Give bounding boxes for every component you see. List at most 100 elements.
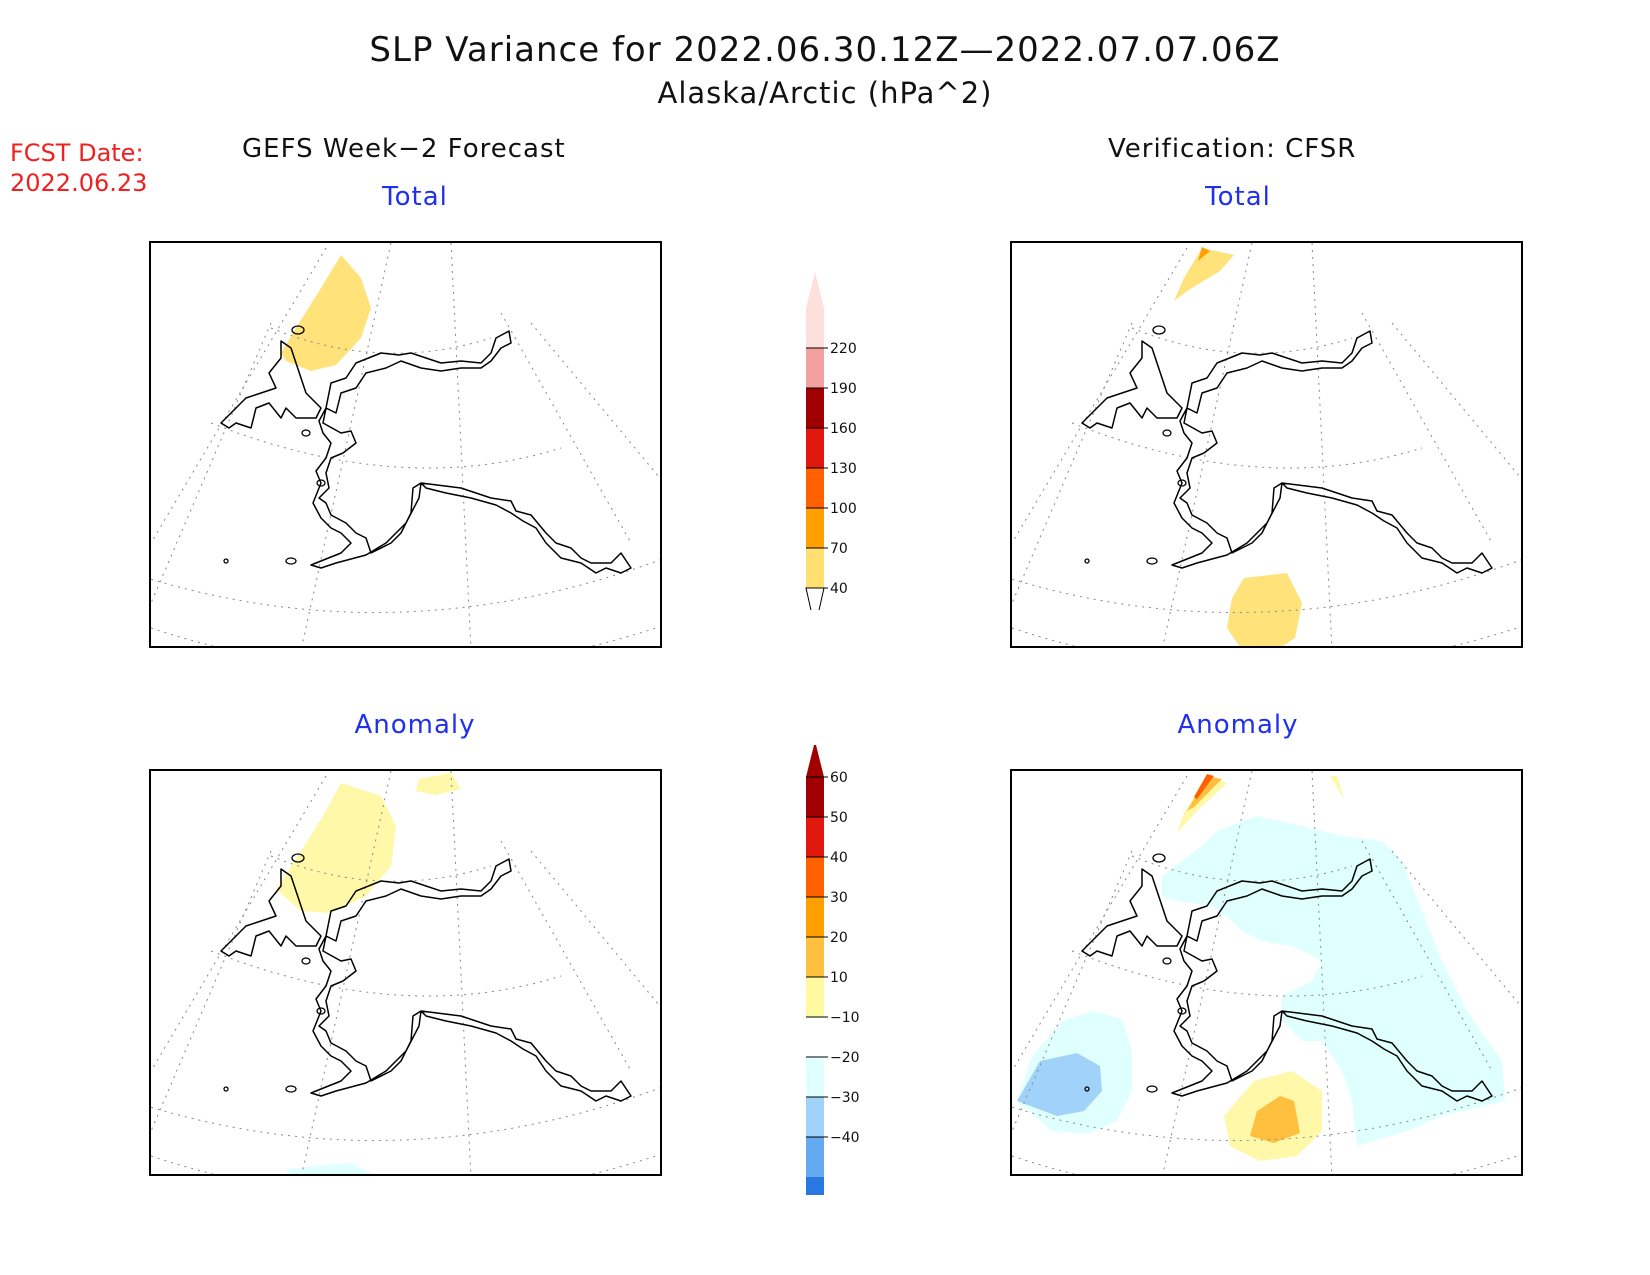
- meridian-gridline: [151, 775, 327, 1072]
- meridian-gridline: [151, 322, 272, 604]
- island-outline: [1162, 957, 1172, 965]
- meridian-gridline: [500, 312, 632, 544]
- colorbar-label: 190: [830, 381, 857, 397]
- colorbar-segment: [806, 508, 824, 548]
- island-outline: [1152, 325, 1166, 335]
- meridian-gridline: [1012, 850, 1133, 1132]
- meridian-gridline: [151, 247, 327, 544]
- map-verification-total: [1010, 241, 1523, 648]
- island-outline: [301, 429, 311, 437]
- colorbar-segment: [806, 1177, 824, 1195]
- anomaly-contour-10-20: [1330, 776, 1344, 799]
- colorbar-label: 130: [830, 461, 857, 477]
- colorbar-anomaly: 60 50 40 30 20 10 −10 −20 −30 −40: [806, 745, 860, 1195]
- colorbar-segment: [806, 977, 824, 1017]
- anomaly-contour-10-20: [416, 773, 461, 795]
- colorbar-segment: [806, 308, 824, 348]
- colorbar-segment: [806, 1057, 824, 1097]
- map-forecast-anomaly: [149, 769, 662, 1176]
- meridian-gridline: [530, 850, 660, 1007]
- colorbar-label: 30: [830, 890, 848, 906]
- meridian-gridline: [1012, 247, 1188, 544]
- colorbar-segment: [806, 897, 824, 937]
- variance-contour-40-70: [281, 255, 371, 371]
- column-heading-verification: Verification: CFSR: [1108, 134, 1357, 164]
- latitude-gridline: [151, 1087, 660, 1142]
- meridian-gridline: [500, 840, 632, 1072]
- colorbar-label: −20: [830, 1050, 860, 1066]
- island-outline: [1146, 1085, 1158, 1093]
- latitude-gridline: [151, 626, 660, 646]
- colorbar-segment: [806, 348, 824, 388]
- colorbar-total: 220 190 160 130 100 70 40: [805, 272, 857, 610]
- latitude-gridline: [210, 950, 562, 997]
- main-title: SLP Variance for 2022.06.30.12Z—2022.07.…: [369, 30, 1281, 70]
- anomaly-contour-10-20: [276, 783, 396, 913]
- colorbar-label: 50: [830, 810, 848, 826]
- map-forecast-total: [149, 241, 662, 648]
- island-outline: [223, 558, 229, 564]
- colorbar-label: 40: [830, 581, 848, 597]
- colorbar-label: −30: [830, 1090, 860, 1106]
- meridian-gridline: [1012, 322, 1133, 604]
- colorbar-label: 70: [830, 541, 848, 557]
- colorbar-label: 40: [830, 850, 848, 866]
- column-heading-forecast: GEFS Week−2 Forecast: [242, 134, 566, 164]
- island-outline: [1162, 429, 1172, 437]
- island-outline: [1177, 479, 1187, 487]
- anomaly-contour-10-20: [1177, 776, 1227, 833]
- meridian-gridline: [1311, 243, 1333, 646]
- colorbar-label: 60: [830, 770, 848, 786]
- colorbar-label: 10: [830, 970, 848, 986]
- colorbar-label: −40: [830, 1130, 860, 1146]
- island-outline: [1084, 558, 1090, 564]
- island-outline: [1146, 557, 1158, 565]
- meridian-gridline: [151, 850, 272, 1132]
- latitude-gridline: [151, 1154, 660, 1174]
- latitude-gridline: [210, 422, 562, 469]
- panel-title-verification-anomaly: Anomaly: [1177, 710, 1299, 740]
- alaska-coastline: [1081, 330, 1493, 574]
- anomaly-contour-minus20-minus30: [1017, 1053, 1102, 1116]
- alaska-coastline: [220, 330, 632, 574]
- latitude-gridline: [1071, 422, 1423, 469]
- alaska-coastline: [220, 858, 632, 1102]
- island-outline: [291, 853, 305, 863]
- island-outline: [1152, 853, 1166, 863]
- colorbar-segment: [806, 937, 824, 977]
- colorbar-segment: [806, 468, 824, 508]
- meridian-gridline: [1311, 771, 1333, 1174]
- panel-title-verification-total: Total: [1205, 182, 1271, 212]
- island-outline: [1177, 1007, 1187, 1015]
- variance-contour-40-70: [1227, 573, 1302, 646]
- forecast-date-label: FCST Date:: [10, 139, 144, 167]
- subtitle: Alaska/Arctic (hPa^2): [657, 76, 993, 110]
- island-outline: [223, 1086, 229, 1092]
- colorbar-segment: [806, 1017, 824, 1057]
- colorbar-tip-top: [806, 272, 824, 308]
- island-outline: [285, 557, 297, 565]
- anomaly-contour-20-30: [1187, 776, 1222, 811]
- anomaly-contour-20-30: [1250, 1096, 1300, 1143]
- meridian-gridline: [450, 771, 472, 1174]
- variance-contour-70-100: [1198, 247, 1210, 261]
- meridian-gridline: [1012, 775, 1188, 1072]
- colorbar-segment: [806, 428, 824, 468]
- latitude-gridline: [151, 559, 660, 614]
- colorbar-segment: [806, 817, 824, 857]
- meridian-gridline: [1391, 322, 1521, 479]
- panel-title-forecast-total: Total: [382, 182, 448, 212]
- map-verification-anomaly: [1010, 769, 1523, 1176]
- colorbar-tip-bottom: [805, 587, 825, 610]
- colorbar-label: 20: [830, 930, 848, 946]
- anomaly-contour-40-50: [1194, 774, 1214, 799]
- meridian-gridline: [1361, 312, 1493, 544]
- colorbar-label: 220: [830, 341, 857, 357]
- colorbar-segment: [806, 777, 824, 817]
- meridian-gridline: [530, 322, 660, 479]
- forecast-date-value: 2022.06.23: [10, 169, 148, 197]
- island-outline: [291, 325, 305, 335]
- island-outline: [316, 1007, 326, 1015]
- island-outline: [301, 957, 311, 965]
- colorbar-segment: [806, 1097, 824, 1137]
